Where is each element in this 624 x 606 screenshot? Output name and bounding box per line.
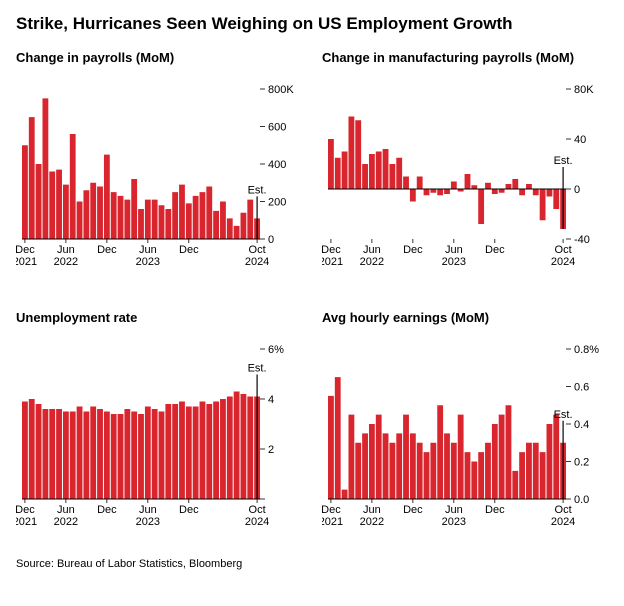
svg-text:0: 0	[574, 184, 580, 196]
svg-text:200: 200	[268, 197, 286, 209]
panel-manufacturing: Change in manufacturing payrolls (MoM) -…	[322, 50, 610, 280]
svg-text:2024: 2024	[245, 516, 269, 528]
svg-text:40: 40	[574, 134, 586, 146]
svg-text:Est.: Est.	[248, 363, 267, 375]
svg-text:2021: 2021	[16, 516, 37, 528]
svg-text:Dec: Dec	[97, 504, 117, 516]
svg-text:Dec: Dec	[97, 244, 117, 256]
svg-text:2024: 2024	[551, 256, 575, 268]
svg-text:2024: 2024	[245, 256, 269, 268]
svg-text:Dec: Dec	[322, 244, 341, 256]
svg-text:2022: 2022	[360, 516, 384, 528]
svg-text:Est.: Est.	[554, 409, 573, 421]
svg-text:Jun: Jun	[363, 244, 381, 256]
svg-text:Jun: Jun	[57, 504, 75, 516]
svg-text:2023: 2023	[442, 516, 466, 528]
svg-text:Jun: Jun	[57, 244, 75, 256]
svg-text:2023: 2023	[442, 256, 466, 268]
svg-text:Est.: Est.	[248, 184, 267, 196]
svg-text:0.4: 0.4	[574, 419, 589, 431]
svg-text:400: 400	[268, 159, 286, 171]
svg-text:2022: 2022	[54, 256, 78, 268]
svg-text:2022: 2022	[360, 256, 384, 268]
svg-text:0.0: 0.0	[574, 494, 589, 506]
svg-text:Jun: Jun	[445, 504, 463, 516]
svg-text:Dec: Dec	[485, 504, 505, 516]
svg-text:Oct: Oct	[249, 504, 266, 516]
panel-payrolls: Change in payrolls (MoM) 0 200 400 600 800K E…	[16, 50, 304, 280]
svg-text:2: 2	[268, 444, 274, 456]
svg-text:Dec: Dec	[16, 504, 35, 516]
svg-text:2021: 2021	[322, 256, 343, 268]
svg-text:0.8%: 0.8%	[574, 344, 599, 356]
svg-text:Jun: Jun	[445, 244, 463, 256]
svg-text:Jun: Jun	[139, 244, 157, 256]
chart-grid: Change in payrolls (MoM) 0200400600800KE…	[16, 50, 608, 540]
svg-text:2023: 2023	[136, 256, 160, 268]
svg-text:2024: 2024	[551, 516, 575, 528]
svg-text:Oct: Oct	[555, 504, 572, 516]
svg-text:4: 4	[268, 394, 274, 406]
svg-text:0.2: 0.2	[574, 457, 589, 469]
svg-text:-40: -40	[574, 234, 590, 246]
panel-title-unemployment: Unemployment rate	[16, 310, 304, 325]
svg-text:Jun: Jun	[363, 504, 381, 516]
chart-earnings: 0.00.20.40.60.8%Est.Dec2021Jun2022DecJun…	[322, 331, 610, 531]
svg-text:2021: 2021	[16, 256, 37, 268]
svg-text:600: 600	[268, 122, 286, 134]
panel-unemployment: Unemployment rate 246%Est.Dec2021Jun2022…	[16, 310, 304, 540]
svg-text:Dec: Dec	[322, 504, 341, 516]
chart-unemployment: 246%Est.Dec2021Jun2022DecJun2023DecOct20…	[16, 331, 304, 531]
svg-text:800K: 800K	[268, 84, 294, 96]
svg-text:0: 0	[268, 234, 274, 246]
source-line: Source: Bureau of Labor Statistics, Bloo…	[16, 558, 608, 570]
svg-text:2021: 2021	[322, 516, 343, 528]
svg-text:Dec: Dec	[485, 244, 505, 256]
panel-title-manufacturing: Change in manufacturing payrolls (MoM)	[322, 50, 610, 65]
svg-text:Dec: Dec	[179, 504, 199, 516]
svg-text:Est.: Est.	[554, 155, 573, 167]
svg-text:2022: 2022	[54, 516, 78, 528]
svg-text:Dec: Dec	[403, 504, 423, 516]
svg-text:Dec: Dec	[179, 244, 199, 256]
panel-title-earnings: Avg hourly earnings (MoM)	[322, 310, 610, 325]
svg-text:Dec: Dec	[403, 244, 423, 256]
svg-text:Dec: Dec	[16, 244, 35, 256]
panel-title-payrolls: Change in payrolls (MoM)	[16, 50, 304, 65]
svg-text:Jun: Jun	[139, 504, 157, 516]
svg-text:Oct: Oct	[555, 244, 572, 256]
headline: Strike, Hurricanes Seen Weighing on US E…	[16, 14, 608, 34]
svg-text:0.6: 0.6	[574, 382, 589, 394]
svg-text:6%: 6%	[268, 344, 284, 356]
svg-text:80K: 80K	[574, 84, 594, 96]
panel-earnings: Avg hourly earnings (MoM) 0.0 0.2 0.4 0.6 0.…	[322, 310, 610, 540]
chart-manufacturing: -4004080KEst.Dec2021Jun2022DecJun2023Dec…	[322, 71, 610, 271]
svg-text:Oct: Oct	[249, 244, 266, 256]
svg-text:2023: 2023	[136, 516, 160, 528]
chart-payrolls: 0200400600800KEst.Dec2021Jun2022DecJun20…	[16, 71, 304, 271]
